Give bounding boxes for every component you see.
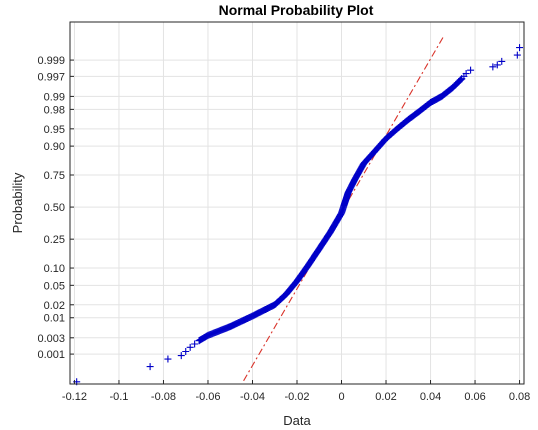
outlier-point [489,63,497,71]
x-tick-label: -0.04 [240,391,265,403]
y-tick-label: 0.999 [37,55,65,67]
outlier-point [516,44,524,52]
y-tick-label: 0.003 [37,333,65,345]
x-tick-label: -0.06 [195,391,220,403]
x-tick-label: 0.02 [375,391,396,403]
x-tick-label: -0.08 [151,391,176,403]
y-tick-label: 0.25 [44,234,65,246]
outlier-point [462,70,470,78]
y-tick-label: 0.99 [44,91,65,103]
data-point [456,76,464,84]
x-tick-label: -0.02 [284,391,309,403]
outlier-point [177,352,185,360]
y-tick-label: 0.90 [44,141,65,153]
y-tick-label: 0.02 [44,300,65,312]
outlier-point [146,363,154,371]
y-tick-label: 0.01 [44,313,65,325]
y-axis: 0.001 0.003 0.010.02 0.05 0.10 0.25 0.50 0.75 0.… [37,55,74,361]
grid [70,22,524,384]
y-axis-label: Probability [10,172,25,233]
data-points [73,44,524,386]
outlier-point [195,337,203,345]
x-tick-label: 0.08 [509,391,530,403]
outlier-point [498,57,506,65]
chart-title: Normal Probability Plot [219,2,374,18]
x-tick-label: 0.06 [464,391,485,403]
y-tick-label: 0.001 [37,349,65,361]
y-tick-label: 0.997 [37,71,65,83]
outlier-point [513,51,521,59]
x-tick-label: 0.04 [420,391,441,403]
y-tick-label: 0.98 [44,104,65,116]
y-tick-label: 0.50 [44,202,65,214]
outlier-point [191,340,199,348]
x-axis: -0.12 -0.1 -0.08 -0.06 -0.04 -0.02 0 0.02 0.04 0.… [62,380,530,403]
outlier-point [493,61,501,69]
outlier-point [164,355,172,363]
outlier-point [186,343,194,351]
y-tick-label: 0.95 [44,124,65,136]
data-point [457,76,465,84]
x-tick-label: -0.12 [62,391,87,403]
x-tick-label: -0.1 [109,391,128,403]
y-tick-label: 0.10 [44,263,65,275]
outlier-point [467,66,475,74]
outlier-point [182,347,190,355]
y-tick-label: 0.75 [44,170,65,182]
y-tick-label: 0.05 [44,280,65,292]
x-tick-label: 0 [338,391,344,403]
x-axis-label: Data [283,413,311,428]
